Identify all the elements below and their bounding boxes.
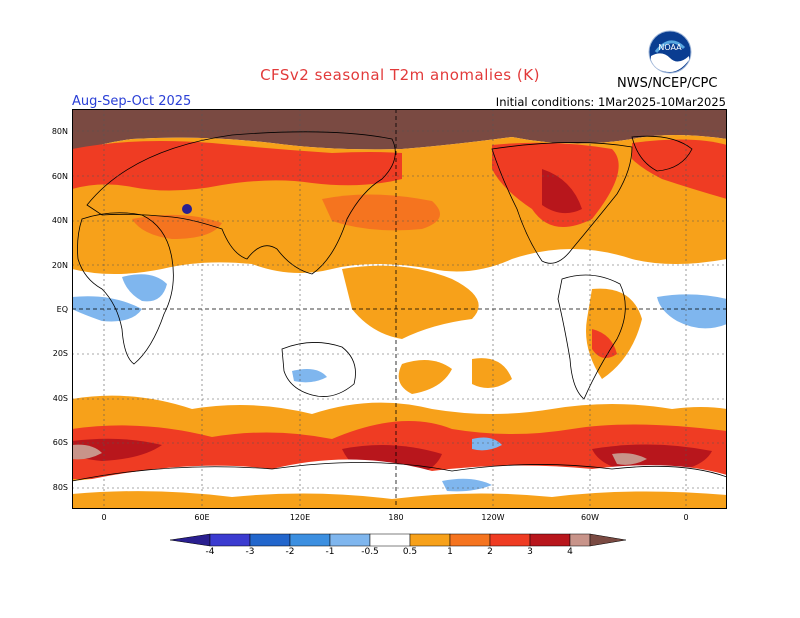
colorbar-label: -2: [285, 547, 295, 557]
colorbar-segment: [209, 533, 251, 547]
lat-label: 40S: [52, 394, 68, 403]
season-label: Aug-Sep-Oct 2025: [72, 94, 192, 109]
colorbar-segment: [489, 533, 531, 547]
svg-text:NOAA: NOAA: [658, 43, 682, 52]
lat-label: 60N: [51, 172, 68, 181]
org-label: NWS/NCEP/CPC: [617, 76, 718, 91]
lon-label: 120E: [289, 513, 311, 522]
colorbar-segment: [529, 533, 571, 547]
lat-label: 60S: [52, 438, 68, 447]
colorbar-label: -4: [205, 547, 215, 557]
colorbar-segment: [569, 533, 591, 547]
colorbar: [170, 533, 627, 547]
anomaly-region-tropics-4: [398, 360, 452, 394]
colorbar-label: 2: [487, 547, 493, 557]
anomaly-region-tropics-5: [472, 358, 512, 388]
anomaly-region-north-6: [542, 169, 582, 214]
map-frame: [72, 109, 727, 509]
anomaly-map: [72, 109, 727, 509]
anomaly-region-south-6: [72, 444, 102, 460]
colorbar-label: 3: [527, 547, 533, 557]
anomaly-region-north-4: [632, 139, 727, 199]
colorbar-label: 4: [567, 547, 573, 557]
colorbar-segment: [449, 533, 491, 547]
anomaly-region-cold-5: [472, 437, 502, 451]
lon-label: 60W: [580, 513, 600, 522]
anomaly-region-cold-7: [182, 204, 192, 214]
colorbar-segment: [369, 533, 411, 547]
anomaly-region-arctic-4: [72, 109, 727, 153]
lat-label: 40N: [51, 216, 68, 225]
lon-label: 180: [388, 513, 404, 522]
colorbar-segment: [329, 533, 371, 547]
colorbar-segment: [289, 533, 331, 547]
lat-label: EQ: [56, 305, 68, 314]
anomaly-region-antarctic-warm: [72, 491, 727, 509]
anomaly-region-north-2: [72, 141, 402, 191]
colorbar-segment: [589, 533, 627, 547]
lat-label: 80S: [52, 483, 68, 492]
colorbar-segment: [409, 533, 451, 547]
lon-label: 60E: [194, 513, 210, 522]
colorbar-segment: [170, 533, 211, 547]
initial-conditions-label: Initial conditions: 1Mar2025-10Mar2025: [495, 95, 726, 109]
anomaly-region-tropics-3: [592, 329, 617, 358]
lat-label: 80N: [51, 127, 68, 136]
anomaly-region-south-7: [612, 453, 647, 465]
lat-label: 20N: [51, 261, 68, 270]
colorbar-segment: [249, 533, 291, 547]
map-title: CFSv2 seasonal T2m anomalies (K): [260, 66, 540, 84]
colorbar-label: -3: [245, 547, 255, 557]
anomaly-region-cold-6: [442, 478, 492, 492]
lon-label: 120W: [481, 513, 505, 522]
lat-label: 20S: [52, 349, 68, 358]
colorbar-label: 0.5: [402, 547, 418, 557]
anomaly-region-cold-4: [292, 369, 327, 383]
lon-label: 0: [101, 513, 107, 522]
noaa-logo: NOAA: [648, 30, 692, 78]
colorbar-label: -1: [325, 547, 335, 557]
anomaly-region-tropics-1: [342, 265, 479, 339]
colorbar-label: 1: [447, 547, 453, 557]
lon-label: 0: [683, 513, 689, 522]
anomaly-region-cold-3: [657, 294, 727, 329]
anomaly-region-north-5: [322, 194, 440, 231]
anomaly-region-cold-2: [122, 274, 167, 302]
coastlines: [72, 131, 727, 482]
colorbar-label: -0.5: [361, 547, 379, 557]
anomaly-region-north-7: [132, 214, 222, 239]
